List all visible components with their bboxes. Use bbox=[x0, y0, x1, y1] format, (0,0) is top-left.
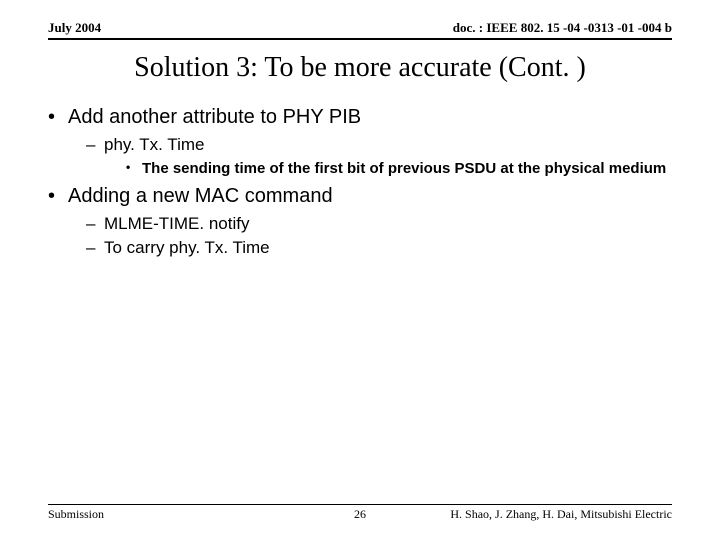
bullet-level1: Adding a new MAC command bbox=[48, 185, 672, 208]
footer-page-number: 26 bbox=[354, 507, 366, 522]
bullet-level2: MLME-TIME. notify bbox=[48, 214, 672, 234]
bullet-level3: The sending time of the first bit of pre… bbox=[48, 159, 672, 179]
bullet-level2: phy. Tx. Time bbox=[48, 135, 672, 155]
header-date: July 2004 bbox=[48, 20, 101, 36]
slide-title: Solution 3: To be more accurate (Cont. ) bbox=[0, 52, 720, 84]
footer-authors: H. Shao, J. Zhang, H. Dai, Mitsubishi El… bbox=[450, 507, 672, 522]
slide-header: July 2004 doc. : IEEE 802. 15 -04 -0313 … bbox=[48, 20, 672, 40]
bullet-level1: Add another attribute to PHY PIB bbox=[48, 106, 672, 129]
footer-left: Submission bbox=[48, 507, 104, 522]
slide-content: Add another attribute to PHY PIB phy. Tx… bbox=[48, 100, 672, 262]
slide-footer: Submission 26 H. Shao, J. Zhang, H. Dai,… bbox=[48, 504, 672, 522]
bullet-level2: To carry phy. Tx. Time bbox=[48, 238, 672, 258]
header-doc-id: doc. : IEEE 802. 15 -04 -0313 -01 -004 b bbox=[453, 20, 672, 36]
